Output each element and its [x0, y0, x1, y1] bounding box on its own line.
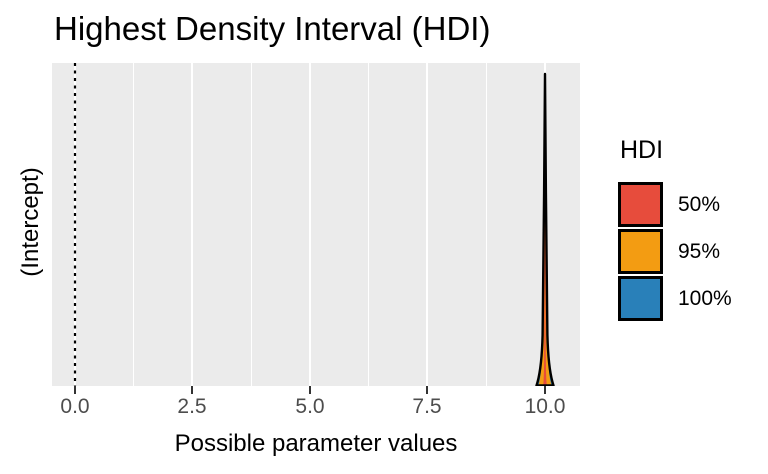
x-tick-label: 5.0	[295, 395, 325, 418]
gridline-major	[191, 63, 193, 386]
legend: HDI 50% 95% 100%	[618, 136, 768, 323]
x-axis-tick	[544, 386, 546, 394]
legend-swatch-100-icon	[618, 276, 663, 321]
legend-label: 95%	[678, 239, 721, 263]
legend-item: 50%	[618, 182, 768, 227]
gridline-minor	[486, 63, 487, 386]
plot-title: Highest Density Interval (HDI)	[54, 10, 491, 47]
gridline-major	[74, 63, 76, 386]
plot-panel	[52, 63, 580, 386]
x-tick-label: 2.5	[177, 395, 207, 418]
legend-title: HDI	[620, 136, 664, 164]
hdi-band-50	[543, 83, 547, 386]
gridline-minor	[133, 63, 134, 386]
legend-label: 100%	[678, 286, 732, 310]
gridline-minor	[368, 63, 369, 386]
legend-swatch-50-icon	[618, 182, 663, 227]
legend-item: 100%	[618, 276, 768, 321]
density-outline	[535, 72, 555, 386]
legend-item: 95%	[618, 229, 768, 274]
density-layer	[73, 63, 555, 386]
x-axis-tick	[191, 386, 193, 394]
x-axis-tick	[309, 386, 311, 394]
x-tick-label: 10.0	[524, 395, 566, 418]
gridline-major	[309, 63, 311, 386]
legend-swatch-95-icon	[618, 229, 663, 274]
legend-label: 50%	[678, 192, 721, 216]
x-tick-label: 0.0	[60, 395, 90, 418]
x-axis-tick	[426, 386, 428, 394]
x-tick-label: 7.5	[412, 395, 442, 418]
x-axis-title: Possible parameter values	[174, 430, 458, 457]
gridline-major	[426, 63, 428, 386]
gridline-minor	[251, 63, 252, 386]
x-axis-tick	[74, 386, 76, 394]
y-axis-label: (Intercept)	[17, 167, 44, 277]
